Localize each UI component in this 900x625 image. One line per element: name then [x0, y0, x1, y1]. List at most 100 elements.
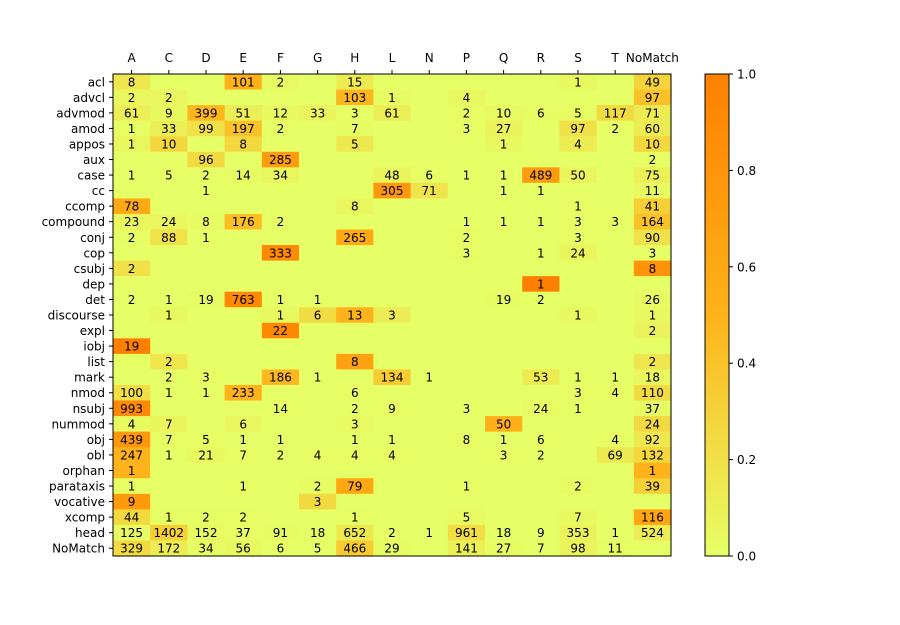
heatmap-cell: [187, 524, 226, 542]
y-tick-label: ccomp: [65, 200, 105, 214]
cell-value-label: 1: [202, 231, 210, 245]
heatmap-cell: [522, 213, 560, 231]
cell-value-label: 1: [574, 309, 582, 323]
cell-value-label: 8: [649, 262, 657, 276]
heatmap-cell: [373, 167, 412, 184]
heatmap-cell: [299, 416, 337, 433]
heatmap-cell: [447, 338, 486, 355]
heatmap-cell: [596, 338, 635, 355]
heatmap-cell: [336, 182, 374, 199]
heatmap-cell: [410, 338, 449, 355]
cell-value-label: 1: [463, 480, 471, 494]
heatmap-cell: [224, 276, 263, 293]
cell-value-label: 33: [310, 106, 325, 120]
cell-value-label: 50: [570, 169, 585, 183]
heatmap-cell: [633, 447, 672, 464]
cell-value-label: 1: [537, 246, 545, 260]
heatmap-cell: [447, 431, 486, 448]
cell-value-label: 7: [537, 542, 545, 556]
cell-value-label: 172: [157, 542, 180, 556]
cell-value-label: 8: [463, 433, 471, 447]
heatmap-cell: [299, 540, 337, 557]
heatmap-cell: [559, 229, 598, 246]
x-tick-label: Q: [499, 51, 508, 65]
heatmap-cell: [187, 74, 226, 91]
heatmap-cell: [447, 540, 486, 557]
heatmap-cell: [559, 540, 598, 557]
heatmap-cell: [485, 478, 523, 495]
cell-value-label: 56: [236, 542, 251, 556]
cell-value-label: 1: [239, 433, 247, 447]
heatmap-cell: [633, 509, 672, 526]
heatmap-cell: [336, 322, 374, 339]
heatmap-cell: [150, 229, 188, 246]
cell-value-label: 1: [202, 386, 210, 400]
y-tick-label: case: [77, 169, 105, 183]
heatmap-cell: [261, 369, 300, 386]
heatmap-cell: [559, 213, 598, 231]
heatmap-cell: [224, 260, 263, 277]
heatmap-cell: [633, 493, 672, 510]
heatmap-cell: [522, 229, 560, 246]
heatmap-cell: [373, 462, 412, 479]
cell-value-label: 1: [500, 215, 508, 229]
heatmap-cell: [522, 260, 560, 277]
heatmap-cell: [559, 89, 598, 106]
heatmap-cell: [633, 322, 672, 339]
y-tick-label: orphan: [63, 464, 105, 478]
cell-value-label: 1: [165, 511, 173, 525]
cell-value-label: 4: [611, 433, 619, 447]
heatmap-cell: [261, 478, 300, 495]
heatmap-cell: [373, 276, 412, 293]
y-tick-label: nummod: [51, 417, 105, 431]
cell-value-label: 15: [347, 75, 362, 89]
heatmap-cell: [113, 167, 151, 184]
cell-value-label: 61: [384, 106, 399, 120]
heatmap-cell: [596, 291, 635, 308]
heatmap-cell: [224, 447, 263, 464]
y-tick-label: advmod: [56, 106, 105, 120]
cell-value-label: 247: [120, 448, 143, 462]
heatmap-cell: [596, 260, 635, 277]
heatmap-cell: [224, 431, 263, 448]
heatmap-cell: [633, 136, 672, 153]
heatmap-cell: [410, 431, 449, 448]
cell-value-label: 53: [533, 371, 548, 385]
cell-value-label: 100: [120, 386, 143, 400]
heatmap-cell: [261, 493, 300, 510]
heatmap-cell: [150, 151, 188, 168]
heatmap-cell: [373, 540, 412, 557]
cell-value-label: 18: [645, 371, 660, 385]
heatmap-cell: [150, 291, 188, 308]
heatmap-cell: [559, 198, 598, 215]
cell-value-label: 2: [649, 324, 657, 338]
cell-value-label: 3: [388, 309, 396, 323]
cell-value-label: 1: [611, 526, 619, 540]
heatmap-cell: [373, 105, 412, 122]
heatmap-cell: [559, 105, 598, 122]
heatmap-cell: [224, 167, 263, 184]
heatmap-cell: [150, 276, 188, 293]
heatmap-cell: [150, 400, 188, 417]
cell-value-label: 96: [198, 153, 213, 167]
heatmap-cell: [299, 478, 337, 495]
heatmap-cell: [150, 493, 188, 510]
heatmap-cell: [150, 198, 188, 215]
heatmap-cell: [187, 322, 226, 339]
cell-value-label: 1: [165, 386, 173, 400]
cell-value-label: 1: [277, 433, 285, 447]
cell-value-label: 33: [161, 122, 176, 136]
heatmap-cell: [113, 276, 151, 293]
heatmap-cell: [150, 245, 188, 262]
heatmap-cell: [150, 120, 188, 137]
cell-value-label: 5: [202, 433, 210, 447]
heatmap-cell: [261, 89, 300, 106]
cell-value-label: 97: [645, 91, 660, 105]
x-tick-label: NoMatch: [626, 51, 679, 65]
heatmap-cell: [522, 136, 560, 153]
cell-value-label: 8: [351, 200, 359, 214]
heatmap-cell: [299, 229, 337, 246]
heatmap-cell: [559, 353, 598, 371]
